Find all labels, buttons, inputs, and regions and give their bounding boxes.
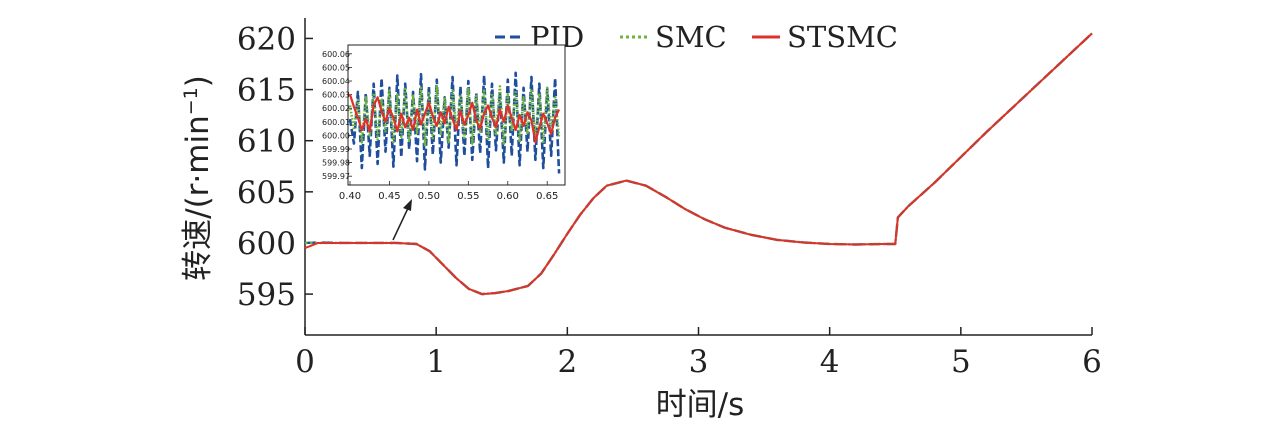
x-tick-label: 3: [689, 344, 709, 380]
y-axis-label: 转速/(r·min−1): [180, 75, 216, 281]
y-tick-label: 610: [237, 124, 296, 160]
legend-label-stsmc: STSMC: [787, 20, 898, 54]
inset-series-line-stsmc: [348, 94, 561, 144]
y-axis-label-main: 转速/(r·min: [180, 115, 216, 281]
inset-x-ticks: 0.40 0.45 0.50 0.55 0.60 0.65: [339, 181, 558, 202]
y-axis-label-sup: −1: [180, 87, 202, 115]
inset-y-tick-label: 600.01: [322, 118, 350, 127]
inset-y-tick-label: 600.00: [322, 131, 350, 140]
inset-y-tick-label: 600.06: [322, 50, 350, 59]
legend-label-smc: SMC: [655, 20, 727, 54]
inset-y-tick-label: 600.03: [322, 91, 350, 100]
inset-y-ticks: 600.06 600.05 600.04 600.03 600.02 600.01 600.…: [322, 50, 352, 181]
y-axis-label-close: ): [180, 75, 216, 87]
y-tick-label: 605: [237, 175, 296, 211]
y-tick-label: 620: [237, 21, 296, 57]
series-line-stsmc: [304, 32, 1093, 296]
x-tick-label: 5: [951, 344, 971, 380]
y-tick-label: 615: [237, 73, 296, 109]
inset-zoom-plot: 600.06 600.05 600.04 600.03 600.02 600.01 600.…: [322, 44, 566, 202]
legend: PID SMC STSMC: [495, 20, 898, 54]
inset-x-tick-label: 0.65: [536, 191, 558, 202]
x-ticks: 0 1 2 3 4 5 6: [295, 327, 1102, 380]
inset-x-tick-label: 0.50: [418, 191, 440, 202]
inset-y-tick-label: 600.02: [322, 104, 350, 113]
x-tick-label: 0: [295, 344, 315, 380]
x-axis-label: 时间/s: [656, 387, 745, 423]
y-tick-label: 595: [237, 277, 296, 313]
inset-y-tick-label: 599.99: [322, 145, 350, 154]
y-tick-label: 600: [237, 226, 296, 262]
inset-x-tick-label: 0.40: [339, 191, 361, 202]
inset-y-tick-label: 600.05: [322, 63, 350, 72]
x-tick-label: 6: [1082, 344, 1102, 380]
zoom-arrow: [392, 199, 412, 241]
inset-y-tick-label: 600.04: [322, 77, 350, 86]
inset-x-tick-label: 0.60: [497, 191, 519, 202]
series-layer: [304, 32, 1093, 296]
inset-x-tick-label: 0.55: [457, 191, 479, 202]
zoom-arrow-head: [403, 199, 412, 211]
x-tick-label: 4: [820, 344, 840, 380]
inset-series-layer: [348, 71, 561, 174]
inset-x-tick-label: 0.45: [378, 191, 400, 202]
x-tick-label: 1: [426, 344, 446, 380]
zoom-arrow-shaft: [392, 205, 410, 241]
x-tick-label: 2: [557, 344, 577, 380]
inset-y-tick-label: 599.98: [322, 159, 350, 168]
y-ticks: 595 600 605 610 615 620: [237, 21, 313, 313]
inset-y-tick-label: 599.97: [322, 172, 350, 181]
inset-series-line-smc: [348, 85, 561, 147]
